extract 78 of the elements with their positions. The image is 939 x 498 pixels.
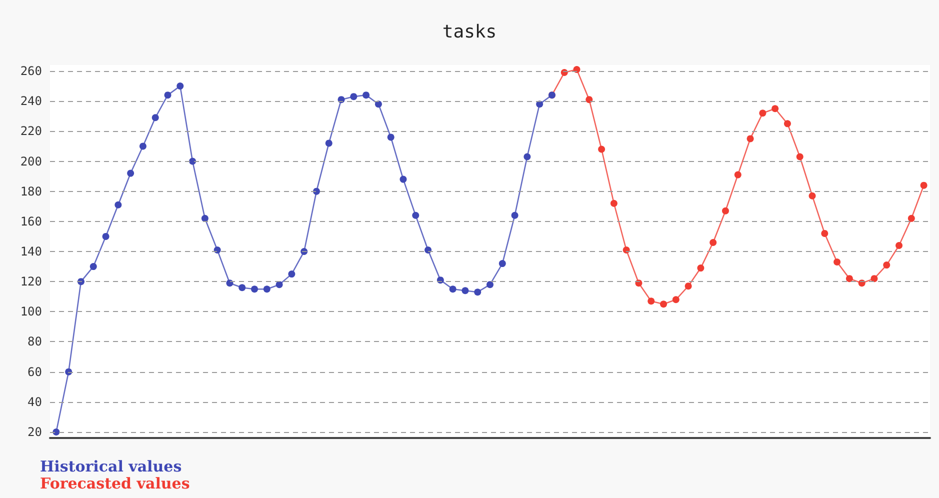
- series-label: Historical values: [40, 458, 182, 476]
- point: [276, 281, 283, 288]
- point: [784, 120, 791, 128]
- point: [511, 212, 518, 219]
- text: Forecasted values: [40, 474, 190, 492]
- point: [139, 142, 146, 150]
- y-tick-label: 20: [28, 424, 42, 439]
- point: [462, 287, 469, 294]
- point: [796, 153, 804, 160]
- point: [821, 230, 828, 237]
- point: [759, 110, 766, 117]
- point: [449, 286, 456, 293]
- point: [896, 242, 903, 249]
- point: [114, 201, 122, 208]
- point: [808, 192, 816, 200]
- y-tick-label: 40: [28, 394, 42, 409]
- point: [474, 288, 482, 296]
- point: [127, 170, 134, 177]
- point: [734, 171, 742, 178]
- y-tick-label: 180: [20, 184, 42, 198]
- chart-title: tasks: [442, 22, 497, 42]
- point: [374, 100, 382, 108]
- point: [412, 212, 420, 219]
- point: [152, 114, 159, 122]
- point: [610, 200, 618, 207]
- point: [920, 182, 928, 189]
- point: [598, 146, 606, 153]
- point: [251, 286, 258, 293]
- point: [400, 176, 407, 183]
- y-tick-label: 80: [28, 334, 42, 349]
- point: [622, 246, 630, 254]
- point: [263, 286, 270, 293]
- point: [362, 92, 370, 99]
- point: [870, 275, 878, 282]
- point: [524, 153, 531, 160]
- point: [325, 140, 332, 147]
- y-tick-label: 140: [20, 244, 42, 258]
- point: [746, 135, 754, 142]
- point: [102, 232, 110, 240]
- point: [312, 188, 320, 195]
- point: [238, 284, 246, 292]
- y-tick-label: 120: [20, 274, 42, 289]
- point: [52, 428, 60, 436]
- y-tick-label: 260: [20, 64, 42, 78]
- point: [684, 282, 692, 290]
- point: [536, 100, 544, 108]
- y-tick-label: 160: [20, 214, 42, 228]
- point: [189, 158, 196, 165]
- point: [697, 264, 704, 272]
- y-tick-label: 100: [20, 304, 42, 319]
- point: [772, 105, 779, 112]
- point: [201, 214, 208, 222]
- point: [288, 270, 296, 278]
- point: [164, 92, 172, 99]
- point: [846, 275, 853, 282]
- point: [424, 246, 432, 254]
- point: [586, 96, 593, 104]
- point: [176, 82, 184, 90]
- point: [350, 93, 358, 100]
- y-tick-label: 200: [20, 154, 42, 168]
- point: [90, 263, 97, 270]
- point: [834, 258, 841, 266]
- point: [573, 66, 580, 74]
- point: [648, 298, 655, 305]
- point: [908, 214, 915, 222]
- point: [883, 262, 890, 269]
- point: [387, 134, 394, 141]
- y-tick-label: 60: [28, 364, 42, 379]
- point: [498, 260, 506, 268]
- point: [722, 207, 729, 214]
- y-tick-label: 240: [20, 94, 42, 108]
- point: [710, 238, 717, 246]
- y-tick-label: 220: [20, 124, 42, 138]
- point: [226, 280, 234, 287]
- point: [660, 300, 668, 308]
- point: [672, 296, 680, 304]
- point: [214, 246, 221, 254]
- point: [486, 281, 494, 288]
